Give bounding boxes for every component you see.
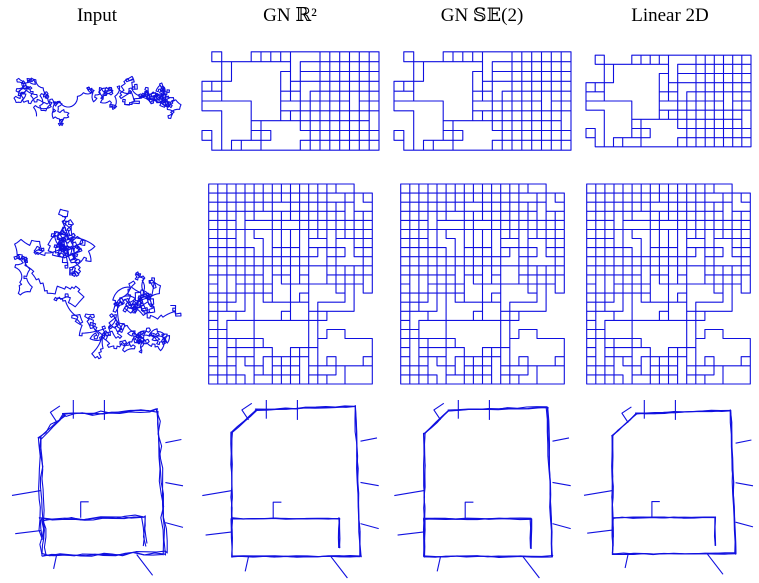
optimized-trajectory [232, 406, 362, 557]
map-spur [331, 557, 348, 578]
input-trajectory [14, 76, 181, 125]
map-spur [361, 482, 379, 485]
optimized-trajectory [612, 410, 736, 554]
optimized-trajectory [231, 406, 360, 557]
map-spur [273, 502, 281, 519]
optimized-trajectory [424, 407, 553, 557]
map-spur [165, 440, 181, 443]
optimized-trajectory [394, 52, 571, 150]
optimized-trajectory [424, 407, 553, 557]
column-header: Linear 2D [631, 5, 709, 26]
optimized-trajectory [612, 410, 736, 554]
map-spur [437, 557, 440, 572]
optimized-trajectory [231, 406, 361, 558]
map-spur [584, 491, 612, 496]
page: Input GN ℝ² GN 𝕊𝔼(2) Linear 2D (() => { … [0, 0, 759, 583]
column-header: Input [77, 5, 118, 26]
column-header: GN ℝ² [263, 5, 317, 26]
map-spur [206, 532, 232, 535]
map-spur [553, 524, 571, 529]
map-spur [587, 530, 612, 533]
optimized-trajectory [424, 407, 552, 557]
map-spur [50, 406, 60, 422]
map-spur [361, 524, 379, 529]
map-spur [202, 491, 232, 496]
map-spur [523, 557, 540, 578]
map-spur [736, 522, 753, 527]
map-spur [242, 403, 252, 420]
input-trajectory [14, 209, 181, 358]
map-spur [361, 438, 378, 441]
map-spur [394, 491, 424, 496]
input-trajectory [38, 410, 164, 556]
map-spur [736, 483, 753, 486]
map-spur [553, 438, 570, 441]
column-header: GN 𝕊𝔼(2) [441, 5, 524, 26]
figure: Input GN ℝ² GN 𝕊𝔼(2) Linear 2D [0, 0, 759, 583]
map-spur [707, 554, 723, 575]
input-trajectory [39, 409, 165, 557]
optimized-trajectory [202, 52, 379, 150]
map-spur [15, 531, 41, 534]
optimized-trajectory [586, 55, 751, 147]
map-spur [398, 532, 424, 535]
map-spur [54, 555, 57, 569]
map-spur [245, 557, 248, 572]
input-trajectory [41, 409, 168, 556]
optimized-trajectory [612, 410, 736, 554]
optimized-trajectory [209, 184, 373, 384]
map-spur [625, 554, 628, 568]
map-spur [12, 491, 41, 496]
map-spur [81, 502, 89, 518]
map-spur [165, 483, 183, 486]
optimized-trajectory [401, 184, 565, 384]
map-spur [652, 502, 660, 518]
map-spur [553, 482, 571, 485]
map-spur [736, 440, 752, 443]
map-spur [165, 523, 183, 528]
optimized-trajectory [587, 184, 751, 384]
map-spur [137, 555, 153, 576]
map-spur [465, 502, 473, 519]
